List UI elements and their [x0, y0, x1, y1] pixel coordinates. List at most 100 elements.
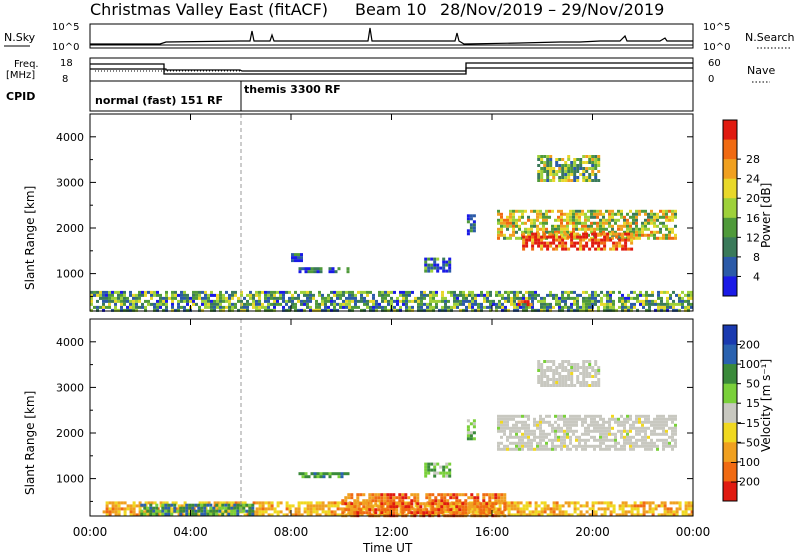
echo-cell: [486, 293, 489, 297]
echo-cell: [666, 299, 669, 303]
echo-cell: [434, 508, 438, 512]
echo-cell: [588, 299, 591, 303]
echo-cell: [540, 173, 544, 176]
echo-cell: [264, 293, 267, 297]
echo-cell: [381, 296, 384, 300]
echo-cell: [177, 299, 180, 303]
echo-cell: [186, 296, 189, 300]
echo-cell: [585, 302, 588, 306]
echo-cell: [669, 513, 673, 517]
echo-cell: [585, 375, 589, 378]
echo-cell: [623, 423, 626, 427]
echo-cell: [560, 209, 563, 213]
echo-cell: [310, 270, 314, 274]
echo-cell: [474, 299, 477, 303]
echo-cell: [159, 293, 162, 297]
echo-cell: [330, 308, 333, 312]
echo-cell: [456, 299, 459, 303]
echo-cell: [632, 441, 635, 445]
echo-cell: [602, 230, 605, 234]
echo-cell: [159, 302, 162, 306]
echo-cell: [528, 510, 532, 514]
echo-cell: [429, 296, 432, 300]
echo-cell: [374, 508, 378, 512]
echo-cell: [674, 224, 677, 228]
echo-cell: [135, 305, 138, 309]
echo-cell: [301, 267, 305, 271]
echo-cell: [155, 506, 159, 510]
echo-cell: [614, 432, 617, 436]
echo-cell: [563, 414, 566, 418]
echo-cell: [630, 232, 634, 236]
echo-cell: [228, 302, 231, 306]
echo-cell: [471, 290, 474, 294]
echo-cell: [582, 161, 586, 164]
echo-cell: [549, 302, 552, 306]
echo-cell: [527, 444, 530, 448]
echo-cell: [470, 505, 474, 509]
echo-cell: [486, 510, 490, 514]
echo-cell: [570, 296, 573, 300]
echo-cell: [279, 290, 282, 294]
echo-cell: [630, 507, 634, 511]
echo-cell: [593, 417, 596, 421]
echo-cell: [381, 308, 384, 312]
echo-cell: [566, 215, 569, 219]
echo-cell: [617, 423, 620, 427]
echo-cell: [143, 506, 147, 510]
echo-cell: [584, 221, 587, 225]
echo-cell: [345, 299, 348, 303]
echo-cell: [512, 441, 515, 445]
echo-cell: [566, 417, 569, 421]
echo-cell: [626, 441, 629, 445]
echo-cell: [504, 296, 507, 300]
echo-cell: [612, 244, 616, 248]
echo-cell: [527, 417, 530, 421]
echo-cell: [351, 305, 354, 309]
echo-cell: [485, 493, 489, 497]
echo-cell: [582, 372, 586, 375]
echo-cell: [663, 308, 666, 312]
echo-cell: [439, 465, 443, 469]
echo-cell: [258, 501, 262, 505]
echo-cell: [285, 308, 288, 312]
echo-cell: [441, 296, 444, 300]
echo-cell: [570, 170, 574, 173]
echo-cell: [310, 267, 314, 271]
echo-cell: [647, 215, 650, 219]
echo-cell: [432, 293, 435, 297]
echo-cell: [653, 432, 656, 436]
echo-cell: [603, 238, 607, 242]
echo-cell: [417, 302, 420, 306]
echo-cell: [588, 384, 592, 387]
echo-cell: [468, 305, 471, 309]
echo-cell: [309, 507, 313, 511]
echo-cell: [108, 513, 112, 517]
echo-cell: [653, 212, 656, 216]
echo-cell: [498, 293, 501, 297]
echo-cell: [251, 506, 255, 510]
echo-cell: [588, 363, 592, 366]
echo-cell: [407, 505, 411, 509]
echo-cell: [453, 293, 456, 297]
echo-cell: [671, 435, 674, 439]
colorbar-tick-label: −200: [730, 475, 760, 488]
echo-cell: [621, 244, 625, 248]
echo-cell: [519, 290, 522, 294]
echo-cell: [318, 501, 322, 505]
echo-cell: [561, 176, 565, 179]
echo-cell: [503, 444, 506, 448]
echo-cell: [237, 296, 240, 300]
echo-cell: [96, 308, 99, 312]
echo-cell: [549, 179, 553, 182]
echo-cell: [537, 155, 541, 158]
echo-cell: [380, 499, 384, 503]
echo-cell: [615, 308, 618, 312]
echo-cell: [503, 236, 506, 240]
echo-cell: [572, 221, 575, 225]
echo-cell: [515, 230, 518, 234]
echo-cell: [549, 158, 553, 161]
echo-cell: [333, 302, 336, 306]
echo-cell: [132, 299, 135, 303]
echo-cell: [620, 435, 623, 439]
